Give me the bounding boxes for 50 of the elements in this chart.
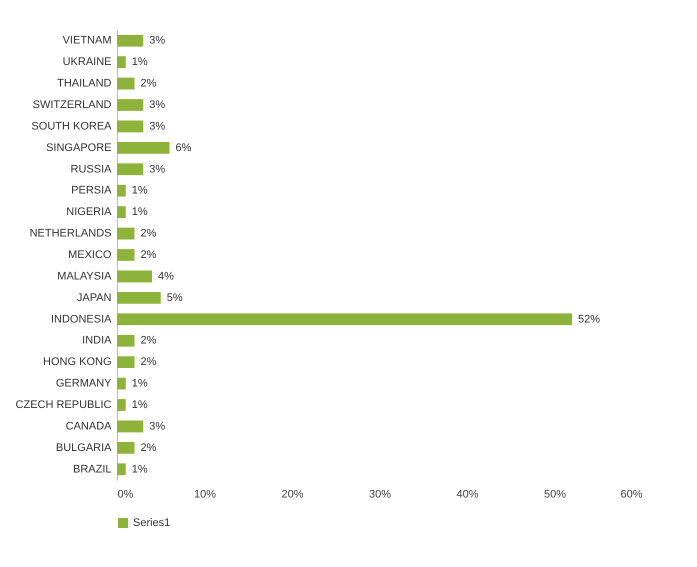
x-tick-label: 50% bbox=[544, 488, 566, 500]
data-label: 4% bbox=[158, 270, 174, 282]
y-tick-label: NIGERIA bbox=[66, 206, 112, 218]
data-label: 2% bbox=[140, 228, 157, 240]
y-tick-label: BULGARIA bbox=[56, 442, 112, 454]
data-label: 3% bbox=[149, 99, 166, 111]
data-label: 3% bbox=[149, 163, 166, 176]
y-tick-label: CZECH REPUBLIC bbox=[16, 399, 112, 411]
y-tick-label: UKRAINE bbox=[62, 56, 112, 68]
x-tick-label: 30% bbox=[368, 488, 392, 500]
data-label: 3% bbox=[149, 34, 166, 47]
data-label: 2% bbox=[140, 249, 157, 261]
y-tick-label: MEXICO bbox=[68, 249, 112, 261]
legend-label: Series1 bbox=[133, 517, 170, 529]
data-label: 52% bbox=[578, 313, 600, 326]
y-tick-label: RUSSIA bbox=[70, 163, 112, 176]
x-tick-label: 20% bbox=[281, 488, 304, 500]
data-label: 2% bbox=[140, 334, 157, 347]
data-label: 1% bbox=[132, 184, 148, 197]
x-tick-label: 0% bbox=[118, 488, 134, 500]
y-tick-label: VIETNAM bbox=[62, 34, 112, 47]
data-label: 1% bbox=[132, 399, 148, 411]
y-tick-label: PERSIA bbox=[71, 184, 112, 197]
y-tick-label: JAPAN bbox=[76, 292, 112, 304]
data-label: 5% bbox=[166, 292, 183, 304]
data-label: 1% bbox=[132, 463, 148, 476]
y-tick-label: THAILAND bbox=[57, 78, 112, 90]
data-label: 3% bbox=[149, 120, 166, 132]
x-tick-label: 40% bbox=[456, 488, 479, 500]
y-tick-label: SOUTH KOREA bbox=[31, 120, 112, 132]
y-tick-label: CANADA bbox=[66, 420, 112, 432]
data-label: 2% bbox=[140, 356, 157, 368]
data-label: 6% bbox=[176, 142, 192, 154]
y-tick-label: GERMANY bbox=[56, 378, 112, 390]
y-tick-label: INDONESIA bbox=[50, 313, 112, 326]
y-tick-label: SWITZERLAND bbox=[32, 99, 112, 111]
y-tick-label: NETHERLANDS bbox=[30, 228, 112, 240]
data-label: 1% bbox=[132, 206, 148, 218]
y-tick-label: HONG KONG bbox=[43, 356, 112, 368]
y-tick-label: BRAZIL bbox=[72, 463, 112, 476]
y-tick-label: INDIA bbox=[82, 334, 112, 347]
x-tick-label: 10% bbox=[194, 488, 216, 500]
y-tick-label: MALAYSIA bbox=[57, 270, 112, 282]
y-tick-label: SINGAPORE bbox=[46, 142, 112, 154]
data-label: 1% bbox=[132, 378, 148, 390]
x-tick-label: 60% bbox=[620, 488, 643, 500]
data-label: 3% bbox=[149, 420, 166, 432]
data-label: 2% bbox=[140, 442, 157, 454]
data-label: 1% bbox=[132, 56, 148, 68]
data-label: 2% bbox=[140, 78, 157, 90]
